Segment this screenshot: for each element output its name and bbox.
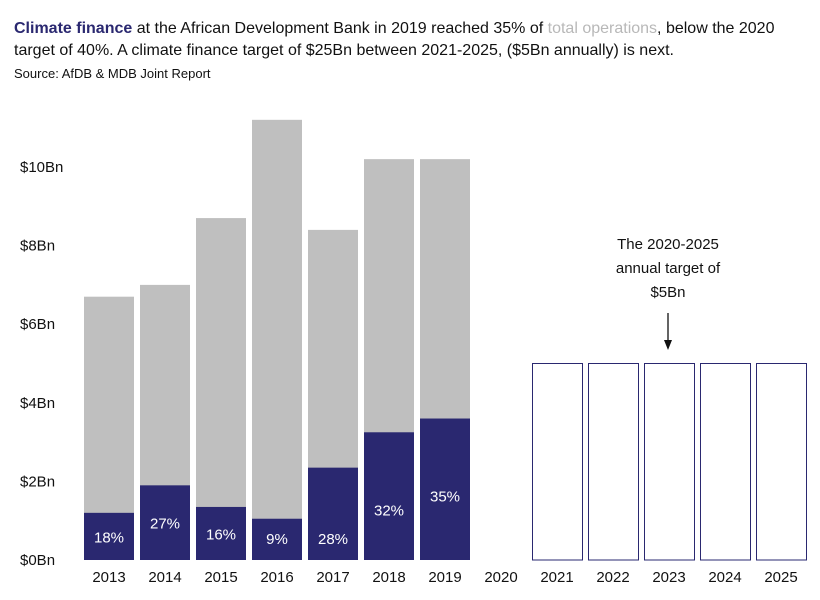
x-tick-label-2019: 2019 — [428, 569, 461, 586]
bar-percent-label-2013: 18% — [94, 529, 124, 546]
annotation-arrow-head — [664, 340, 672, 350]
x-tick-label-2020: 2020 — [484, 569, 517, 586]
bar-percent-label-2016: 9% — [266, 531, 288, 548]
annotation-line-2: annual target of — [616, 260, 721, 277]
bar-percent-label-2014: 27% — [150, 516, 180, 533]
bar-target-2024 — [700, 363, 751, 561]
y-tick-label: $10Bn — [20, 159, 63, 176]
bar-target-2023 — [644, 363, 695, 561]
annotation: The 2020-2025 annual target of $5Bn — [616, 236, 721, 350]
x-tick-label-2023: 2023 — [652, 569, 685, 586]
x-tick-label-2016: 2016 — [260, 569, 293, 586]
y-tick-label: $0Bn — [20, 552, 55, 569]
chart-title: Climate finance at the African Developme… — [14, 18, 814, 62]
x-tick-label-2013: 2013 — [92, 569, 125, 586]
annotation-line-1: The 2020-2025 — [617, 236, 719, 253]
bars: 18% 27% 16% 9% 28% 32% 35% — [84, 119, 807, 561]
x-tick-label-2018: 2018 — [372, 569, 405, 586]
y-axis: $0Bn $2Bn $4Bn $6Bn $8Bn $10Bn — [20, 159, 63, 569]
x-tick-label-2021: 2021 — [540, 569, 573, 586]
bar-climate-2018 — [364, 432, 414, 560]
bar-percent-label-2018: 32% — [374, 502, 404, 519]
bar-percent-label-2017: 28% — [318, 531, 348, 548]
bar-total-2016 — [252, 119, 302, 560]
bar-target-2022 — [588, 363, 639, 561]
y-tick-label: $2Bn — [20, 473, 55, 490]
x-tick-label-2017: 2017 — [316, 569, 349, 586]
chart-source: Source: AfDB & MDB Joint Report — [14, 66, 211, 81]
x-tick-label-2025: 2025 — [764, 569, 797, 586]
bar-target-2025 — [756, 363, 807, 561]
title-highlight-climate-finance: Climate finance — [14, 20, 133, 37]
bar-climate-2013 — [84, 512, 134, 560]
y-tick-label: $8Bn — [20, 238, 55, 255]
x-tick-label-2014: 2014 — [148, 569, 181, 586]
title-highlight-total-operations: total operations — [547, 20, 658, 37]
bar-climate-2019 — [420, 418, 470, 560]
bar-target-2021 — [532, 363, 583, 561]
bar-climate-2015 — [196, 506, 246, 560]
bar-percent-label-2015: 16% — [206, 526, 236, 543]
title-text-part1: at the African Development Bank in 2019 … — [132, 20, 548, 37]
x-tick-label-2015: 2015 — [204, 569, 237, 586]
x-tick-label-2024: 2024 — [708, 569, 741, 586]
bar-climate-2016 — [252, 518, 302, 560]
bar-total-2015 — [196, 218, 246, 560]
bar-percent-label-2019: 35% — [430, 489, 460, 506]
x-axis: 2013 2014 2015 2016 2017 2018 2019 2020 2021 2022… — [92, 569, 797, 586]
y-tick-label: $6Bn — [20, 316, 55, 333]
y-tick-label: $4Bn — [20, 395, 55, 412]
bar-climate-2017 — [308, 467, 358, 560]
title-text-part2: , below the 2020 target of 40%. A climat… — [14, 20, 775, 59]
bar-climate-2014 — [140, 485, 190, 560]
x-tick-label-2022: 2022 — [596, 569, 629, 586]
annotation-line-3: $5Bn — [650, 284, 685, 301]
